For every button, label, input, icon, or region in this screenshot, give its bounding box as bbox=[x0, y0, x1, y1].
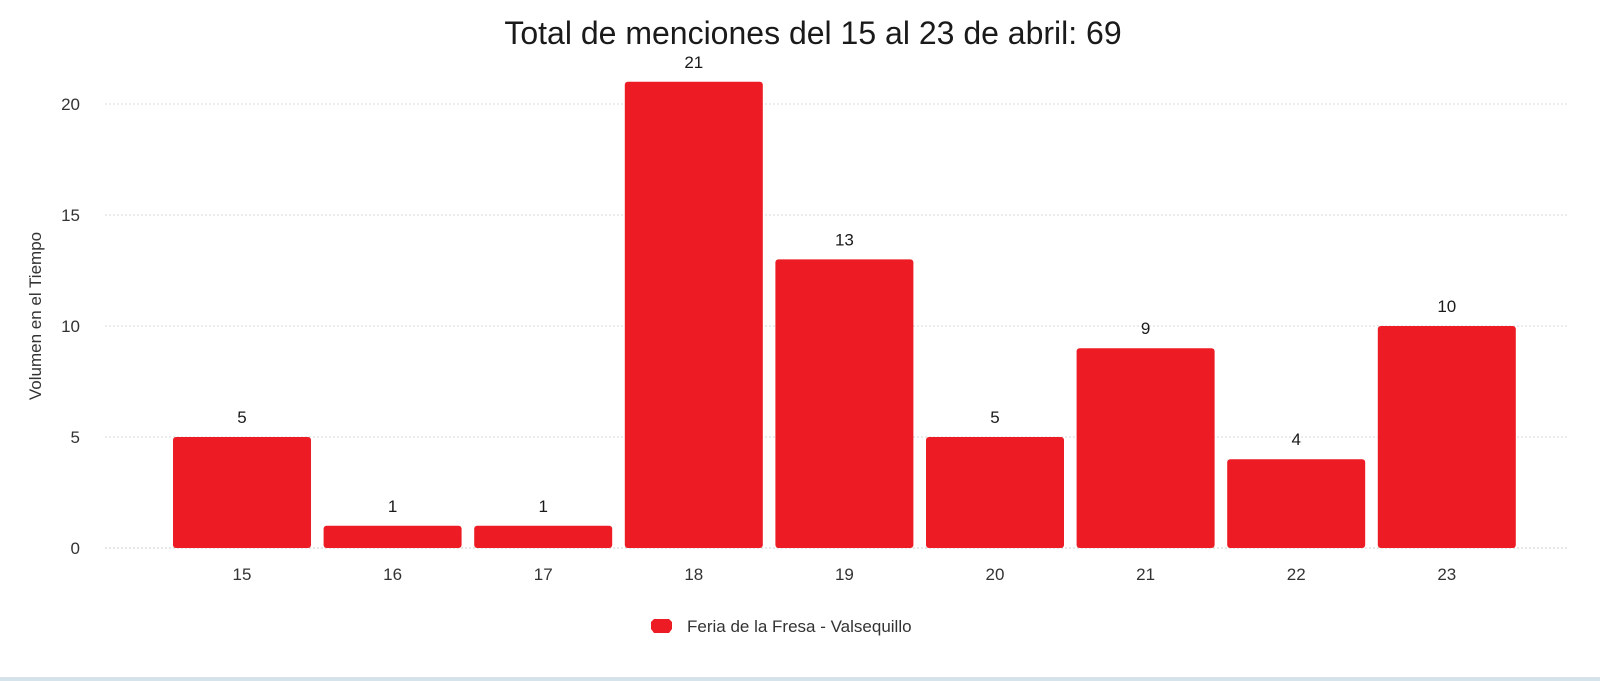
data-label: 13 bbox=[835, 230, 854, 249]
data-labels: 5 1 1 21 13 5 9 4 10 bbox=[237, 53, 1456, 516]
bar[interactable] bbox=[926, 437, 1064, 548]
data-label: 5 bbox=[237, 408, 246, 427]
bar[interactable] bbox=[474, 525, 613, 548]
x-tick-label: 21 bbox=[1136, 565, 1155, 584]
frame-bottom-border bbox=[0, 677, 1600, 681]
bar[interactable] bbox=[1377, 326, 1516, 548]
data-label: 10 bbox=[1437, 297, 1456, 316]
bar[interactable] bbox=[1227, 459, 1366, 548]
y-tick-label: 5 bbox=[71, 428, 80, 447]
bar[interactable] bbox=[173, 437, 311, 548]
data-label: 1 bbox=[538, 497, 547, 516]
x-tick-label: 18 bbox=[684, 565, 703, 584]
bar[interactable] bbox=[624, 81, 763, 549]
y-tick-label: 0 bbox=[71, 539, 80, 558]
legend-label: Feria de la Fresa - Valsequillo bbox=[687, 617, 912, 636]
bars bbox=[173, 81, 1516, 549]
y-axis-title: Volumen en el Tiempo bbox=[26, 232, 45, 400]
x-tick-label: 20 bbox=[986, 565, 1005, 584]
x-tick-label: 19 bbox=[835, 565, 854, 584]
legend-marker-icon bbox=[651, 619, 672, 633]
data-label: 4 bbox=[1291, 430, 1300, 449]
x-tick-label: 16 bbox=[383, 565, 402, 584]
x-tick-label: 23 bbox=[1437, 565, 1456, 584]
data-label: 1 bbox=[388, 497, 397, 516]
y-tick-label: 10 bbox=[61, 317, 80, 336]
x-tick-label: 17 bbox=[534, 565, 553, 584]
bar[interactable] bbox=[775, 259, 914, 548]
chart-title: Total de menciones del 15 al 23 de abril… bbox=[504, 15, 1121, 51]
legend[interactable]: Feria de la Fresa - Valsequillo bbox=[651, 617, 912, 636]
x-tick-label: 15 bbox=[233, 565, 252, 584]
y-axis-ticks: 0 5 10 15 20 bbox=[61, 95, 80, 558]
y-tick-label: 15 bbox=[61, 206, 80, 225]
bar[interactable] bbox=[1076, 348, 1215, 548]
data-label: 21 bbox=[684, 53, 703, 72]
x-tick-label: 22 bbox=[1287, 565, 1306, 584]
y-tick-label: 20 bbox=[61, 95, 80, 114]
data-label: 9 bbox=[1141, 319, 1150, 338]
bar[interactable] bbox=[323, 525, 462, 548]
x-axis-ticks: 15 16 17 18 19 20 21 22 23 bbox=[233, 565, 1457, 584]
data-label: 5 bbox=[990, 408, 999, 427]
